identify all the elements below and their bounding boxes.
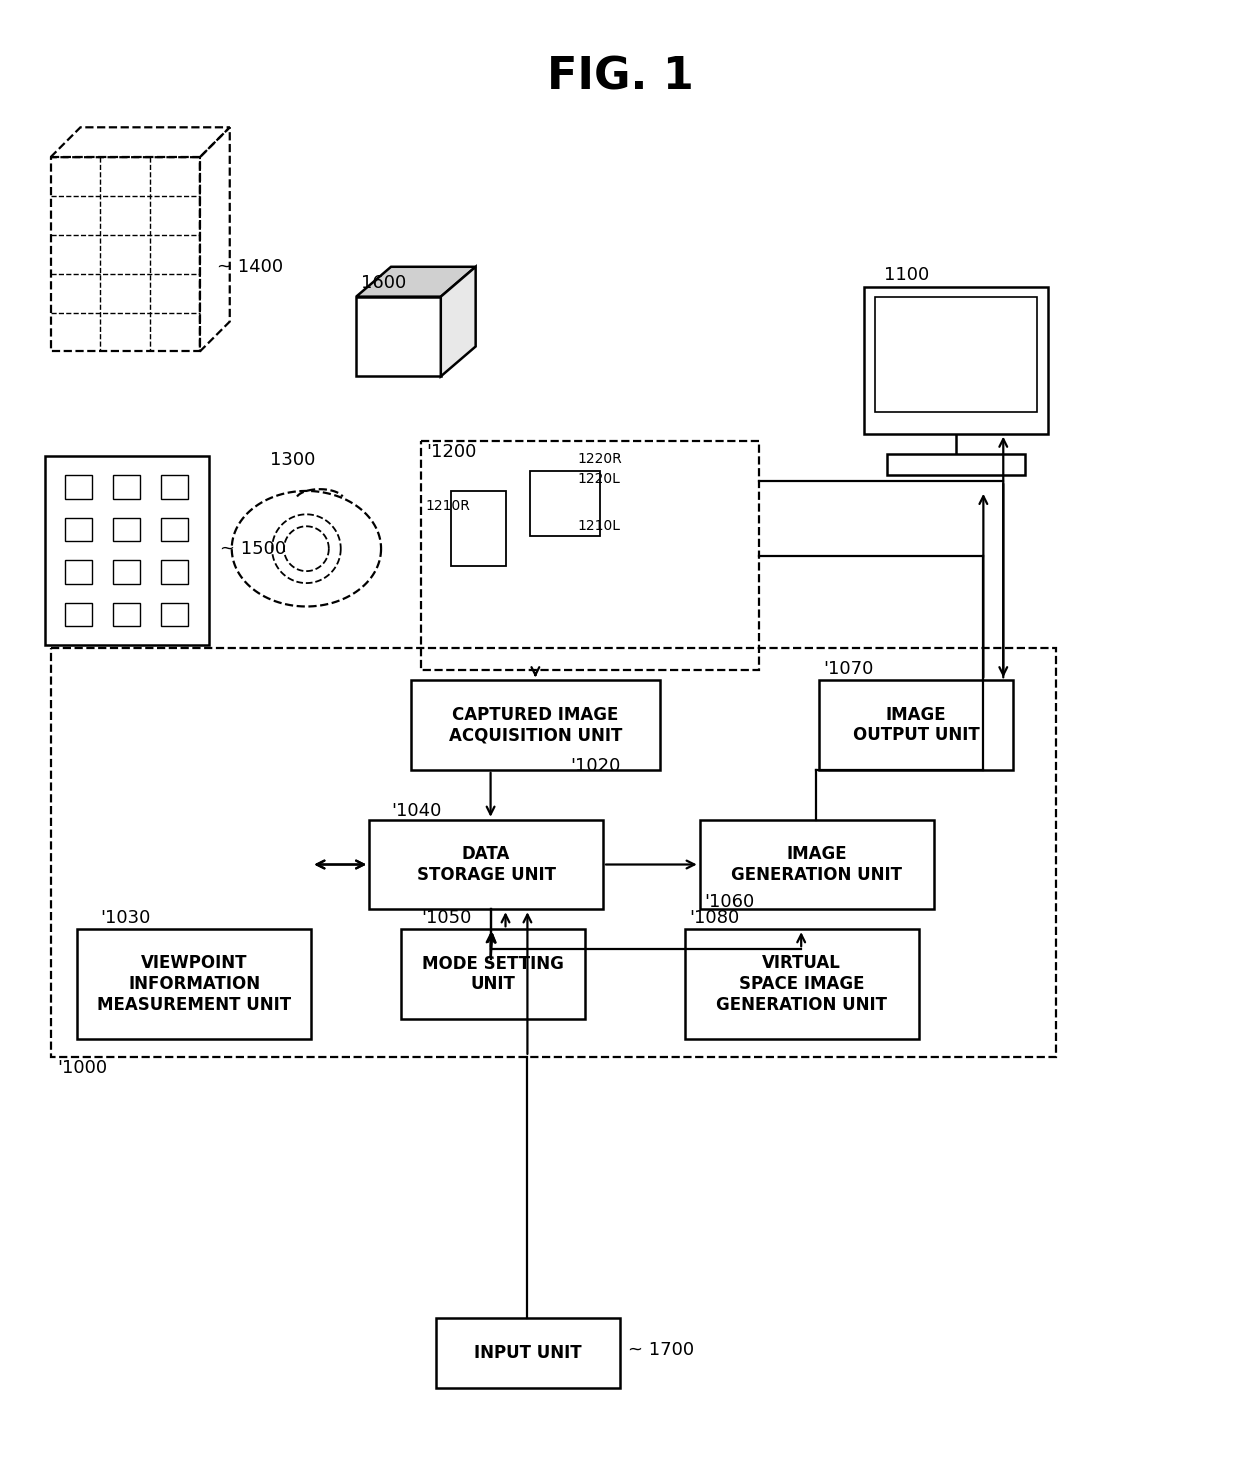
Bar [887, 454, 1025, 475]
Bar [420, 441, 759, 670]
Polygon shape [356, 266, 476, 297]
Bar [161, 517, 188, 541]
Text: 1210R: 1210R [425, 498, 471, 513]
Bar [451, 491, 506, 566]
Bar [77, 929, 311, 1039]
Text: 1600: 1600 [361, 273, 407, 291]
Text: '1060: '1060 [704, 894, 755, 911]
Text: 1100: 1100 [884, 266, 929, 284]
Bar [370, 820, 603, 910]
Bar [161, 475, 188, 498]
Text: 1210L: 1210L [577, 519, 620, 532]
Bar [66, 603, 93, 626]
Bar [113, 603, 140, 626]
Bar [684, 929, 919, 1039]
Bar [699, 820, 934, 910]
Text: '1200: '1200 [425, 442, 476, 462]
Text: ~ 1700: ~ 1700 [627, 1341, 694, 1358]
Bar [410, 681, 660, 770]
Text: '1050: '1050 [420, 910, 471, 928]
Bar [45, 456, 208, 645]
Text: VIRTUAL
SPACE IMAGE
GENERATION UNIT: VIRTUAL SPACE IMAGE GENERATION UNIT [717, 954, 887, 1014]
Text: 1220R: 1220R [577, 453, 622, 466]
Text: IMAGE
GENERATION UNIT: IMAGE GENERATION UNIT [732, 845, 903, 883]
Bar [531, 470, 600, 535]
Bar [820, 681, 1013, 770]
Bar [66, 560, 93, 584]
Text: ~ 1500: ~ 1500 [219, 539, 286, 557]
Text: ~ 1400: ~ 1400 [217, 257, 283, 276]
Bar [66, 475, 93, 498]
Text: MODE SETTING
UNIT: MODE SETTING UNIT [422, 954, 564, 994]
Text: '1040: '1040 [391, 801, 441, 820]
Bar [864, 287, 1048, 434]
Text: IMAGE
OUTPUT UNIT: IMAGE OUTPUT UNIT [853, 706, 980, 744]
Bar [51, 648, 1056, 1057]
Text: '1070: '1070 [823, 660, 873, 678]
Bar [435, 1317, 620, 1388]
Bar [113, 475, 140, 498]
Text: '1030: '1030 [100, 910, 151, 928]
Text: '1080: '1080 [689, 910, 740, 928]
Polygon shape [440, 266, 476, 376]
Bar [51, 157, 200, 351]
Bar [401, 929, 585, 1019]
Text: DATA
STORAGE UNIT: DATA STORAGE UNIT [417, 845, 556, 883]
Bar [113, 517, 140, 541]
Bar [161, 560, 188, 584]
Text: 1220L: 1220L [577, 472, 620, 487]
Text: INPUT UNIT: INPUT UNIT [474, 1344, 582, 1361]
Bar [875, 297, 1037, 412]
Text: '1000: '1000 [57, 1058, 108, 1076]
Text: FIG. 1: FIG. 1 [547, 56, 693, 98]
Bar [356, 297, 440, 376]
Text: '1020: '1020 [570, 757, 620, 775]
Text: VIEWPOINT
INFORMATION
MEASUREMENT UNIT: VIEWPOINT INFORMATION MEASUREMENT UNIT [98, 954, 291, 1014]
Text: 1300: 1300 [269, 451, 315, 469]
Bar [113, 560, 140, 584]
Text: CAPTURED IMAGE
ACQUISITION UNIT: CAPTURED IMAGE ACQUISITION UNIT [449, 706, 622, 744]
Bar [66, 517, 93, 541]
Bar [161, 603, 188, 626]
